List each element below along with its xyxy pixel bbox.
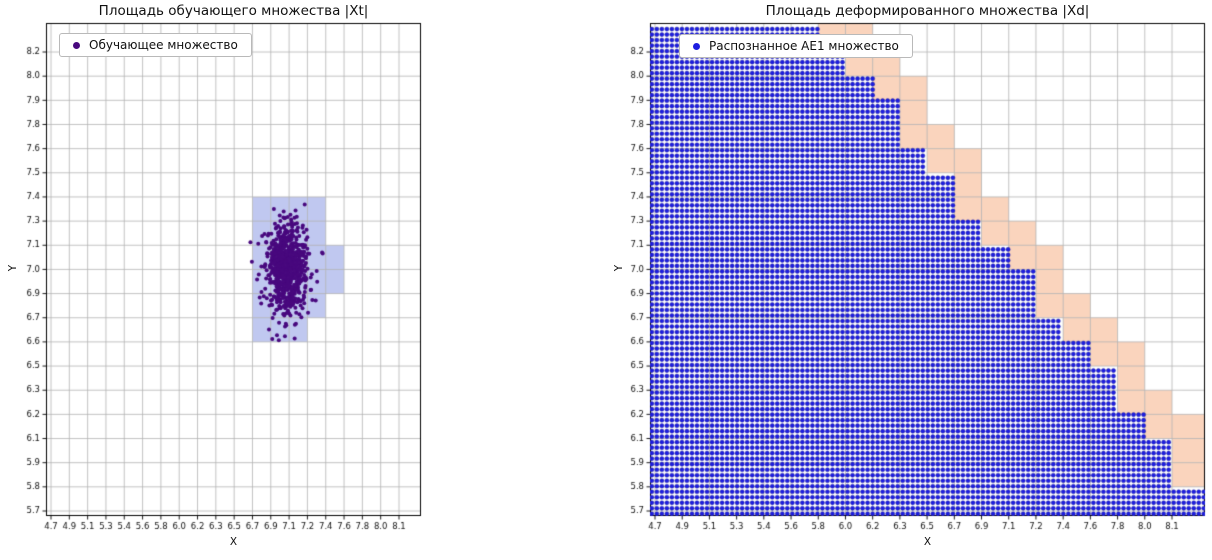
right-legend: Распознанное АЕ1 множество (679, 34, 913, 58)
right-y-axis-label: Y (613, 264, 626, 272)
legend-marker-icon (73, 41, 80, 49)
right-chart-title: Площадь деформированного множества |Xd| (765, 3, 1090, 19)
left-legend: Обучающее множество (59, 33, 252, 57)
legend-label: Обучающее множество (89, 38, 238, 52)
left-chart-title: Площадь обучающего множества |Xt| (98, 3, 369, 19)
right-x-axis-label: X (923, 536, 932, 548)
left-y-axis-label: Y (7, 264, 20, 272)
legend-marker-icon (693, 42, 700, 50)
left-x-axis-label: X (229, 536, 238, 548)
legend-label: Распознанное АЕ1 множество (709, 39, 899, 53)
